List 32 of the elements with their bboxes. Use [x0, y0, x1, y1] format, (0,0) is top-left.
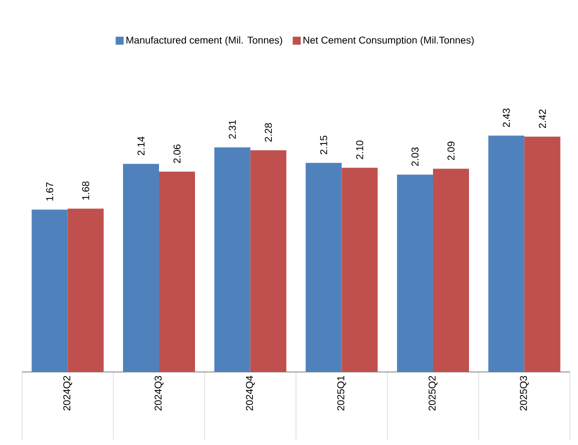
data-label: 2.14: [138, 136, 144, 156]
bar: [488, 136, 524, 372]
x-tick-label: 2024Q4: [246, 376, 255, 410]
data-label: 2.10: [356, 140, 364, 160]
bar: [306, 162, 342, 372]
bar: [159, 172, 196, 372]
data-label: 2.42: [538, 110, 546, 128]
data-label: 1.67: [46, 182, 54, 201]
x-tick-label: 2025Q2: [428, 376, 438, 410]
bar: [32, 210, 68, 372]
x-tick-label: 2025Q1: [337, 376, 346, 410]
bar: [214, 147, 250, 372]
data-label: 2.06: [173, 144, 181, 163]
data-label: 2.31: [228, 120, 236, 139]
data-label: 2.09: [447, 142, 455, 160]
bar: [433, 168, 470, 372]
legend-label: Net Cement Consumption (Mil.Tonnes): [304, 36, 474, 46]
bar: [524, 136, 560, 372]
data-label: 2.15: [320, 136, 328, 154]
bar: [397, 174, 434, 372]
data-label: 2.03: [411, 147, 419, 166]
bar: [68, 208, 104, 372]
x-tick-label: 2024Q2: [63, 376, 72, 410]
data-label: 2.28: [264, 123, 272, 142]
bar: [123, 164, 160, 372]
data-label: 2.43: [502, 108, 510, 127]
data-label: 1.68: [82, 181, 90, 200]
legend-label: Manufactured cement (Mil. Tonnes): [126, 36, 282, 46]
x-tick-label: 2025Q3: [520, 376, 529, 410]
bar: [250, 150, 286, 372]
x-tick-label: 2024Q3: [154, 376, 164, 410]
bar: [342, 168, 378, 372]
